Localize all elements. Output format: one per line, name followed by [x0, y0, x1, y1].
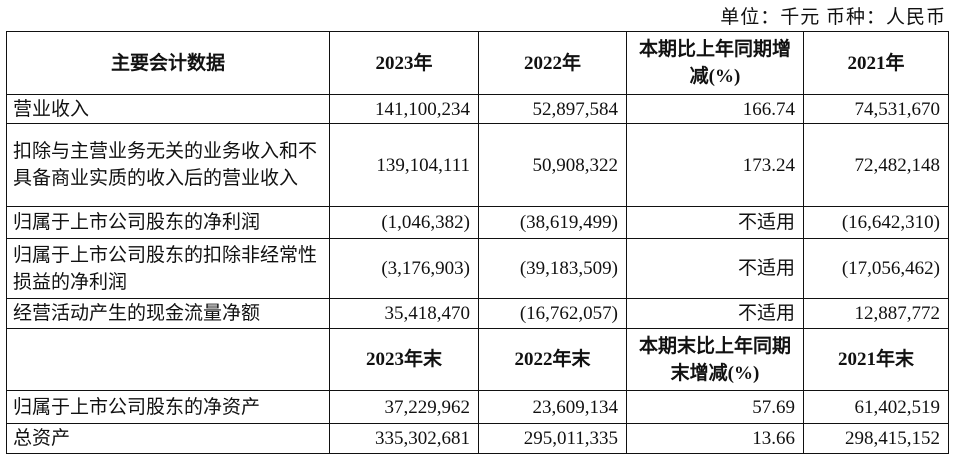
- column-header: 本期比上年同期增减(%): [626, 31, 804, 95]
- table-row: 经营活动产生的现金流量净额 35,418,470 (16,762,057) 不适用 12…: [6, 298, 949, 329]
- value-2022: 50,908,322: [478, 123, 627, 207]
- column-header: 2021年: [803, 31, 949, 95]
- header-row: 2023年末 2022年末 本期末比上年同期末增减(%) 2021年末: [6, 328, 949, 391]
- change-percent: 不适用: [626, 206, 804, 239]
- change-percent: 不适用: [626, 298, 804, 329]
- value-2023: 335,302,681: [329, 423, 479, 454]
- row-label: 归属于上市公司股东的扣除非经常性损益的净利润: [6, 238, 330, 299]
- value-2021: 74,531,670: [803, 94, 949, 124]
- value-2022: 295,011,335: [478, 423, 627, 454]
- change-percent: 13.66: [626, 423, 804, 454]
- value-2021: 61,402,519: [803, 390, 949, 424]
- accounting-data-table: 主要会计数据 2023年 2022年 本期比上年同期增减(%) 2021年 营业收入 141…: [6, 31, 949, 454]
- change-percent: 57.69: [626, 390, 804, 424]
- header-row: 主要会计数据 2023年 2022年 本期比上年同期增减(%) 2021年: [6, 31, 949, 95]
- row-label: 扣除与主营业务无关的业务收入和不具备商业实质的收入后的营业收入: [6, 123, 330, 207]
- value-2023: (3,176,903): [329, 238, 479, 299]
- value-2022: 23,609,134: [478, 390, 627, 424]
- table-row: 归属于上市公司股东的净利润 (1,046,382) (38,619,499) 不适用(…: [6, 206, 949, 239]
- column-header: [6, 328, 330, 391]
- column-header: 2023年末: [329, 328, 479, 391]
- change-percent: 不适用: [626, 238, 804, 299]
- value-2022: (39,183,509): [478, 238, 627, 299]
- row-label: 经营活动产生的现金流量净额: [6, 298, 330, 329]
- change-percent: 173.24: [626, 123, 804, 207]
- column-header: 本期末比上年同期末增减(%): [626, 328, 804, 391]
- value-2023: 141,100,234: [329, 94, 479, 124]
- value-2022: (38,619,499): [478, 206, 627, 239]
- value-2021: (16,642,310): [803, 206, 949, 239]
- value-2023: 139,104,111: [329, 123, 479, 207]
- row-label: 归属于上市公司股东的净资产: [6, 390, 330, 424]
- table-row: 归属于上市公司股东的扣除非经常性损益的净利润 (3,176,903) (39,183…: [6, 238, 949, 299]
- column-header: 2021年末: [803, 328, 949, 391]
- value-2021: 12,887,772: [803, 298, 949, 329]
- value-2022: 52,897,584: [478, 94, 627, 124]
- value-2023: (1,046,382): [329, 206, 479, 239]
- value-2022: (16,762,057): [478, 298, 627, 329]
- unit-currency-note: 单位：千元 币种：人民币: [720, 7, 946, 28]
- value-2021: 298,415,152: [803, 423, 949, 454]
- table-row: 归属于上市公司股东的净资产 37,229,962 23,609,134 57.69 61…: [6, 390, 949, 424]
- value-2021: (17,056,462): [803, 238, 949, 299]
- column-header: 主要会计数据: [6, 31, 330, 95]
- table-row: 扣除与主营业务无关的业务收入和不具备商业实质的收入后的营业收入 139,104,1…: [6, 123, 949, 207]
- value-2023: 37,229,962: [329, 390, 479, 424]
- row-label: 营业收入: [6, 94, 330, 124]
- value-2023: 35,418,470: [329, 298, 479, 329]
- value-2021: 72,482,148: [803, 123, 949, 207]
- column-header: 2022年: [478, 31, 627, 95]
- column-header: 2022年末: [478, 328, 627, 391]
- table-row: 总资产 335,302,681 295,011,335 13.66 298,415,15…: [6, 423, 949, 454]
- column-header: 2023年: [329, 31, 479, 95]
- row-label: 总资产: [6, 423, 330, 454]
- change-percent: 166.74: [626, 94, 804, 124]
- table-row: 营业收入 141,100,234 52,897,584 166.74 74,531,67…: [6, 94, 949, 124]
- row-label: 归属于上市公司股东的净利润: [6, 206, 330, 239]
